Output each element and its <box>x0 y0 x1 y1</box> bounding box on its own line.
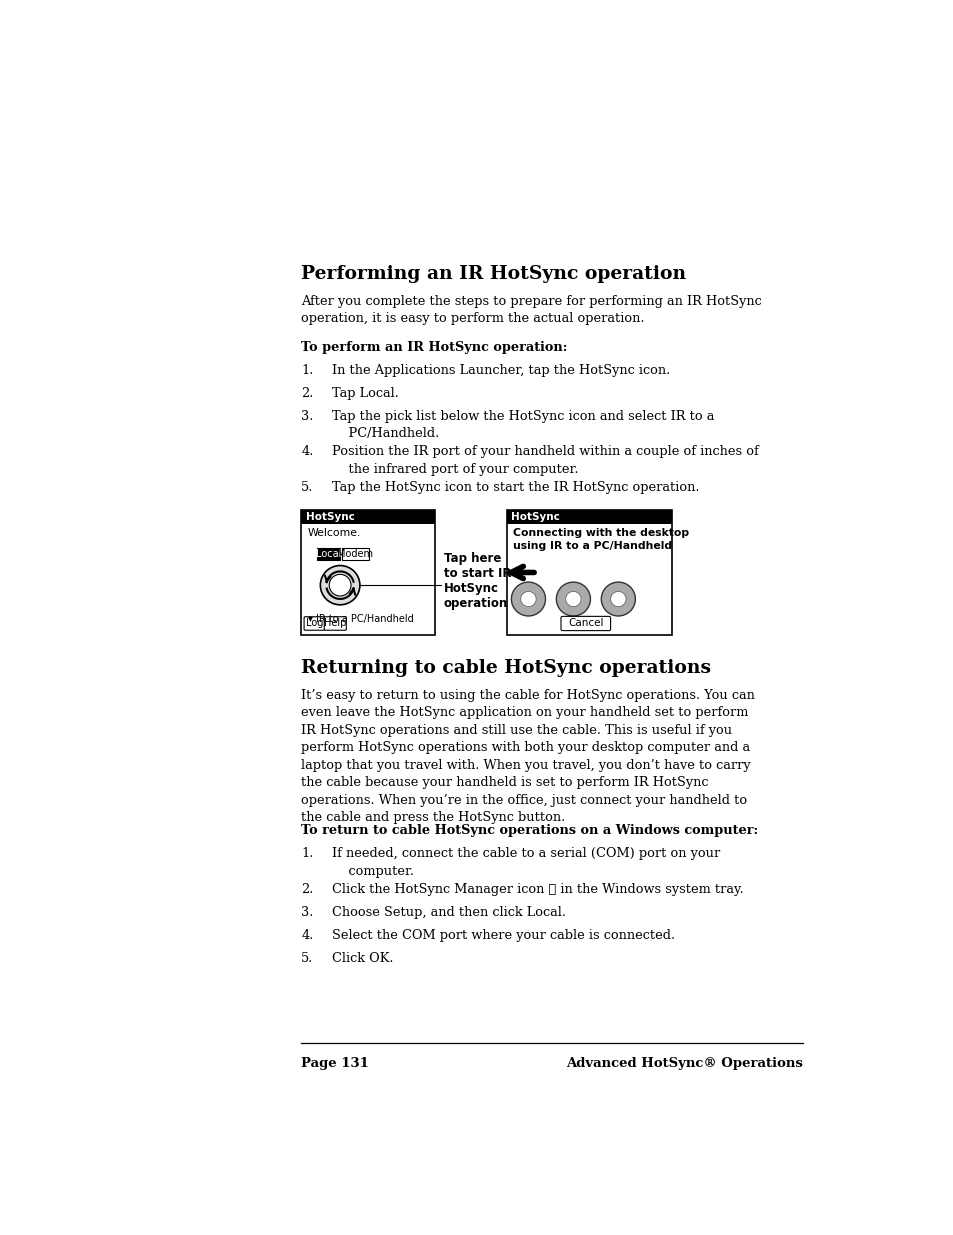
Circle shape <box>520 592 536 606</box>
Text: Tap here
to start IR
HotSync
operation: Tap here to start IR HotSync operation <box>443 552 511 610</box>
Text: 4.: 4. <box>301 446 314 458</box>
Circle shape <box>600 582 635 616</box>
Bar <box>506 510 671 635</box>
Text: 1.: 1. <box>301 364 314 377</box>
Bar <box>316 548 340 561</box>
Bar <box>301 510 435 524</box>
Text: Local: Local <box>315 550 341 559</box>
Text: Tap the pick list below the HotSync icon and select IR to a
    PC/Handheld.: Tap the pick list below the HotSync icon… <box>332 410 714 441</box>
Text: ▾ IR to a PC/Handheld: ▾ IR to a PC/Handheld <box>307 615 413 625</box>
Text: Cancel: Cancel <box>567 619 603 629</box>
Text: Returning to cable HotSync operations: Returning to cable HotSync operations <box>301 659 711 678</box>
Text: Tap Local.: Tap Local. <box>332 387 399 400</box>
Circle shape <box>610 592 625 606</box>
Text: In the Applications Launcher, tap the HotSync icon.: In the Applications Launcher, tap the Ho… <box>332 364 670 377</box>
Text: Welcome.: Welcome. <box>307 529 360 538</box>
Text: Help: Help <box>324 619 346 629</box>
Circle shape <box>565 592 580 606</box>
Text: After you complete the steps to prepare for performing an IR HotSync
operation, : After you complete the steps to prepare … <box>301 294 761 325</box>
Text: Tap the HotSync icon to start the IR HotSync operation.: Tap the HotSync icon to start the IR Hot… <box>332 480 700 494</box>
Bar <box>341 548 369 561</box>
Text: Connecting with the desktop
using IR to a PC/Handheld: Connecting with the desktop using IR to … <box>513 529 688 551</box>
Text: 2.: 2. <box>301 387 314 400</box>
Text: 5.: 5. <box>301 952 314 965</box>
Bar <box>506 510 671 524</box>
FancyBboxPatch shape <box>324 616 346 630</box>
Text: Log: Log <box>305 619 323 629</box>
Bar <box>301 510 435 635</box>
Text: Choose Setup, and then click Local.: Choose Setup, and then click Local. <box>332 906 566 919</box>
Text: 4.: 4. <box>301 929 314 942</box>
Circle shape <box>511 582 545 616</box>
Text: To return to cable HotSync operations on a Windows computer:: To return to cable HotSync operations on… <box>301 824 758 837</box>
Text: It’s easy to return to using the cable for HotSync operations. You can
even leav: It’s easy to return to using the cable f… <box>301 689 755 824</box>
Text: 3.: 3. <box>301 906 314 919</box>
Text: Advanced HotSync® Operations: Advanced HotSync® Operations <box>565 1057 802 1070</box>
Text: Page 131: Page 131 <box>301 1057 369 1070</box>
Text: To perform an IR HotSync operation:: To perform an IR HotSync operation: <box>301 341 567 353</box>
Text: Click OK.: Click OK. <box>332 952 394 965</box>
Circle shape <box>556 582 590 616</box>
Text: Performing an IR HotSync operation: Performing an IR HotSync operation <box>301 266 686 283</box>
FancyBboxPatch shape <box>304 616 324 630</box>
Text: Click the HotSync Manager icon ⓥ in the Windows system tray.: Click the HotSync Manager icon ⓥ in the … <box>332 883 743 895</box>
Text: Modem: Modem <box>336 550 373 559</box>
Circle shape <box>320 566 359 605</box>
Text: HotSync: HotSync <box>306 511 355 522</box>
Text: 3.: 3. <box>301 410 314 424</box>
Text: 1.: 1. <box>301 847 314 861</box>
Text: If needed, connect the cable to a serial (COM) port on your
    computer.: If needed, connect the cable to a serial… <box>332 847 720 878</box>
FancyBboxPatch shape <box>560 616 610 631</box>
Text: 2.: 2. <box>301 883 314 895</box>
Text: Select the COM port where your cable is connected.: Select the COM port where your cable is … <box>332 929 675 942</box>
Text: 5.: 5. <box>301 480 314 494</box>
Circle shape <box>329 574 351 597</box>
Text: Position the IR port of your handheld within a couple of inches of
    the infra: Position the IR port of your handheld wi… <box>332 446 759 475</box>
Text: HotSync: HotSync <box>511 511 559 522</box>
